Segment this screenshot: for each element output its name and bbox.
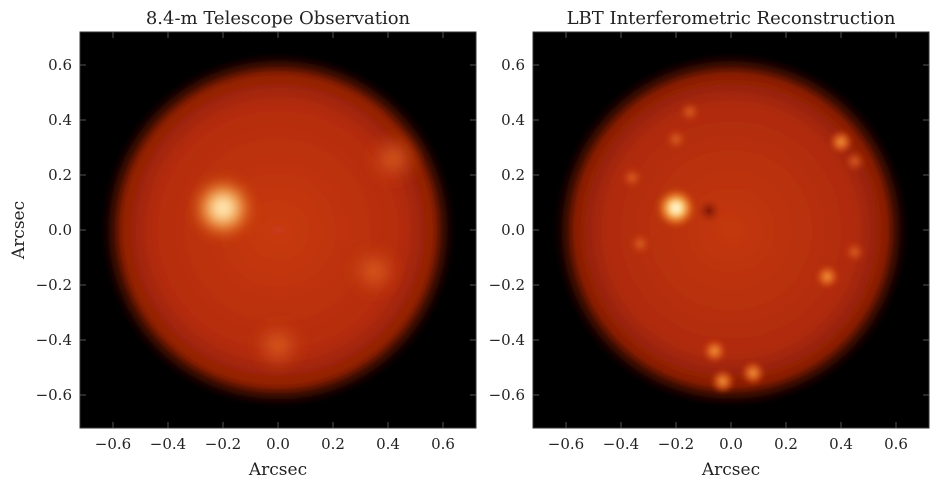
moon-disk [100, 52, 456, 408]
y-tick-label: −0.2 [36, 276, 72, 294]
y-tick-label: −0.4 [36, 331, 72, 349]
x-tick-label: −0.2 [205, 435, 241, 453]
x-tick-label: 0.0 [719, 435, 743, 453]
hot-spot [621, 166, 643, 189]
y-tick-label: 0.4 [501, 111, 525, 129]
y-tick-label: 0.4 [48, 111, 72, 129]
x-tick-label: 0.2 [321, 435, 345, 453]
x-axis-label: Arcsec [701, 460, 760, 480]
y-tick-label: −0.6 [489, 386, 525, 404]
hot-spot [346, 243, 402, 299]
hot-spot [702, 338, 727, 364]
panel-right: −0.6 −0.4 −0.2 0.0 0.2 0.4 0.6 0.6 0.4 0.2 0.0 −0.2… [489, 8, 930, 480]
y-tick-label: 0.6 [48, 56, 72, 74]
moon-disk [553, 52, 909, 408]
chart-title: 8.4-m Telescope Observation [146, 8, 411, 29]
hot-spot [655, 187, 697, 229]
y-tick-label: −0.6 [36, 386, 72, 404]
hot-spot [190, 175, 256, 241]
hot-spot [740, 360, 766, 386]
y-axis-label: Arcsec [9, 201, 29, 260]
panel-left: −0.6 −0.4 −0.2 0.0 0.2 0.4 0.6 0.6 0.4 0.2 0.0 −0.2… [9, 8, 477, 480]
x-tick-label: −0.4 [603, 435, 639, 453]
hot-spot [250, 318, 306, 373]
hot-spot [814, 264, 840, 290]
y-tick-label: 0.2 [48, 166, 72, 184]
image-content [553, 52, 909, 408]
x-tick-label: −0.6 [95, 435, 131, 453]
x-tick-label: 0.4 [829, 435, 853, 453]
x-tick-label: −0.2 [658, 435, 694, 453]
x-tick-label: 0.6 [884, 435, 908, 453]
y-tick-label: 0.6 [501, 56, 525, 74]
y-tick-label: 0.0 [501, 221, 525, 239]
hot-spot [665, 128, 687, 151]
x-tick-label: −0.4 [150, 435, 186, 453]
y-tick-label: 0.2 [501, 166, 525, 184]
hot-spot [629, 232, 652, 255]
y-tick-label: −0.2 [489, 276, 525, 294]
chart-title: LBT Interferometric Reconstruction [567, 8, 896, 29]
image-content [100, 52, 456, 408]
y-tick-label: −0.4 [489, 331, 525, 349]
x-tick-label: −0.6 [548, 435, 584, 453]
x-tick-label: 0.4 [376, 435, 400, 453]
x-tick-label: 0.0 [266, 435, 290, 453]
y-tick-label: 0.0 [48, 221, 72, 239]
hot-spot [710, 368, 736, 394]
hot-spot [843, 150, 866, 173]
hot-spot [678, 100, 701, 123]
x-tick-label: 0.2 [774, 435, 798, 453]
x-axis-label: Arcsec [248, 460, 307, 480]
x-tick-label: 0.6 [431, 435, 455, 453]
dark-spot [696, 198, 722, 224]
hot-spot [366, 131, 421, 186]
hot-spot [843, 241, 866, 263]
hot-spot [828, 129, 854, 155]
